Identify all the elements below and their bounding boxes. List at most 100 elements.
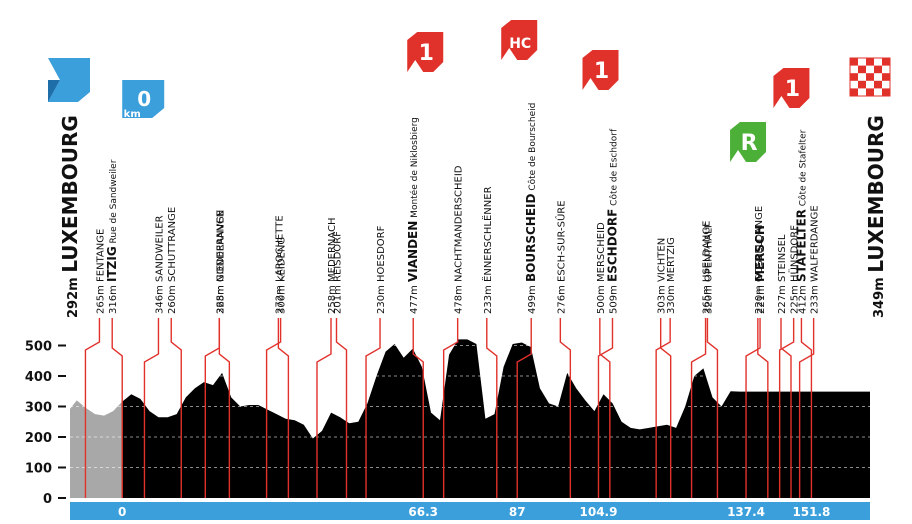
place-label: 230m HOESDORF xyxy=(376,225,387,314)
finish-flag-square xyxy=(866,88,874,96)
place-marker-line xyxy=(277,318,290,498)
place-name: MEDERNACH xyxy=(327,217,338,282)
place-marker-line xyxy=(84,318,101,498)
place-label: 477m VIANDEN Montée de Niklosbierg xyxy=(406,117,420,314)
finish-flag-square xyxy=(850,58,858,66)
x-tick-label: 0 xyxy=(118,505,126,519)
place-altitude: 265m xyxy=(95,282,106,314)
finish-flag-square xyxy=(874,65,882,74)
place-name: FENTANGE xyxy=(95,229,106,282)
place-marker-line xyxy=(659,318,672,498)
place-marker-line xyxy=(365,318,381,498)
place-altitude: 227m xyxy=(777,282,788,314)
place-name: ESCHDORF xyxy=(605,209,619,282)
place-name: ITZIG xyxy=(105,246,119,282)
km-zero-flag-value: 0 xyxy=(137,87,151,111)
place-marker-line xyxy=(706,318,719,498)
place-label: 225m HÜNSDORF xyxy=(788,225,801,314)
place-label: 500m MERSCHEID xyxy=(596,222,607,314)
start-label: 292m LUXEMBOURG xyxy=(58,115,82,318)
distance-bar-bg xyxy=(70,502,870,520)
place-marker-line xyxy=(757,318,769,498)
place-label: 233m WALFERDANGE xyxy=(810,205,821,314)
place-name: VICHTEN xyxy=(657,238,668,282)
finish-flag-square xyxy=(874,80,882,89)
start-flag xyxy=(48,58,90,102)
place-name: KÉIDENG xyxy=(275,237,288,282)
place-name: SANDWEILER xyxy=(154,215,165,282)
place-name: NACHTMANDERSCHEID xyxy=(454,165,465,282)
city: LUXEMBOURG xyxy=(58,115,82,273)
place-label: 233m ËNNERSCHLËNNER xyxy=(481,186,494,314)
altitude: 292m xyxy=(66,273,81,318)
y-tick-label: 500 xyxy=(25,340,52,355)
place-climb-name: Côte de Eschdorf xyxy=(608,128,619,209)
y-tick-label: 100 xyxy=(25,462,52,477)
place-altitude: 225m xyxy=(790,282,801,314)
place-altitude: 509m xyxy=(608,282,619,314)
finish-flag-square xyxy=(882,88,890,96)
place-label: 499m BOURSCHEID Côte de Bourscheid xyxy=(524,103,538,314)
place-label: 328m GONDERANGE xyxy=(215,210,226,314)
neutral-section-area xyxy=(70,400,123,498)
place-marker-line xyxy=(442,318,459,498)
place-label: 272m LAROCHETTE xyxy=(274,215,285,314)
place-marker-line xyxy=(745,318,761,498)
place-name: GONDERANGE xyxy=(215,210,226,282)
place-marker-line xyxy=(412,318,424,498)
place-altitude: 272m xyxy=(274,282,285,314)
finish-flag-square xyxy=(850,88,858,96)
place-name: OPENTHALT xyxy=(703,223,714,282)
altitude: 349m xyxy=(872,273,887,318)
place-altitude: 477m xyxy=(409,282,420,314)
place-marker-line xyxy=(690,318,707,498)
place-label: 258m MEDERNACH xyxy=(327,217,338,314)
place-label: 346m SANDWEILER xyxy=(154,215,165,314)
place-marker-line xyxy=(599,318,611,498)
place-marker-line xyxy=(780,318,792,498)
place-label: 201m REISDORF xyxy=(333,231,344,314)
place-label: 220m GOSSELDANGE xyxy=(754,206,765,314)
finish-flag-square xyxy=(866,73,874,81)
place-label: 265m NIEDERANVEN xyxy=(215,210,226,314)
place-marker-line xyxy=(516,318,532,498)
place-label: 276m ESCH-SUR-SÛRE xyxy=(554,200,567,314)
badge-mountain-icon xyxy=(730,150,747,162)
place-marker-line xyxy=(218,318,231,498)
place-climb-name: Rue de Sandweiler xyxy=(109,159,119,246)
place-label: 478m NACHTMANDERSCHEID xyxy=(454,165,465,314)
x-tick-label: 137.4 xyxy=(727,505,765,519)
place-label: 265m FENTANGE xyxy=(95,229,106,314)
x-tick-label: 151.8 xyxy=(792,505,830,519)
place-name: SCHUTTRANGE xyxy=(167,207,178,282)
elevation-profile xyxy=(70,339,870,498)
place-name: ESCH-SUR-SÛRE xyxy=(554,200,567,282)
badge-mountain-icon xyxy=(501,48,518,60)
place-altitude: 258m xyxy=(327,282,338,314)
place-altitude: 265m xyxy=(215,282,226,314)
place-label: 303m VICHTEN xyxy=(657,238,668,314)
place-altitude: 499m xyxy=(527,282,538,314)
place-climb-name: Côte de Stafelter xyxy=(797,129,808,209)
place-altitude: 412m xyxy=(797,282,808,314)
place-climb-name: Montée de Niklosbierg xyxy=(409,117,420,221)
place-altitude: 300m xyxy=(277,282,288,314)
finish-flag-square xyxy=(858,80,866,89)
place-label: 227m STEINSEL xyxy=(777,234,788,314)
place-name: STAFELTER xyxy=(794,209,808,282)
finish-flag-square xyxy=(858,65,866,74)
place-altitude: 201m xyxy=(333,282,344,314)
place-marker-line xyxy=(778,318,795,498)
finish-flag-square xyxy=(850,73,858,81)
place-altitude: 220m xyxy=(754,282,765,314)
place-label: 509m ESCHDORF Côte de Eschdorf xyxy=(605,128,619,314)
climb-badge-label: HC xyxy=(509,36,531,52)
grid-lines xyxy=(70,345,870,468)
place-markers xyxy=(84,318,815,498)
climb-badge-label: 1 xyxy=(419,41,434,66)
place-altitude: 320m xyxy=(703,282,714,314)
place-name: NIEDERANVEN xyxy=(215,210,226,282)
start-flag-fold xyxy=(48,80,60,102)
place-altitude: 233m xyxy=(483,282,494,314)
